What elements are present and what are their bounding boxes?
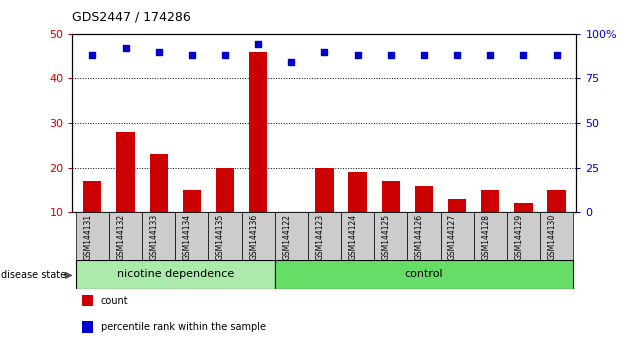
Text: GSM144127: GSM144127 bbox=[448, 214, 457, 260]
Bar bbox=[209, 212, 241, 260]
Point bbox=[286, 59, 296, 65]
Bar bbox=[374, 212, 408, 260]
Bar bbox=[76, 260, 275, 289]
Bar bbox=[540, 212, 573, 260]
Text: control: control bbox=[404, 269, 444, 279]
Point bbox=[186, 52, 197, 58]
Bar bbox=[316, 168, 333, 212]
Text: GDS2447 / 174286: GDS2447 / 174286 bbox=[72, 10, 191, 23]
Bar bbox=[547, 190, 566, 212]
Text: GSM144133: GSM144133 bbox=[150, 214, 159, 260]
Bar bbox=[249, 51, 267, 212]
Bar bbox=[175, 212, 209, 260]
Bar bbox=[117, 132, 135, 212]
Point bbox=[154, 48, 164, 54]
Bar bbox=[481, 190, 500, 212]
Bar bbox=[507, 212, 540, 260]
Bar bbox=[142, 212, 175, 260]
Bar bbox=[76, 212, 109, 260]
Text: GSM144131: GSM144131 bbox=[83, 214, 93, 260]
Text: GSM144126: GSM144126 bbox=[415, 214, 424, 260]
Bar bbox=[216, 168, 234, 212]
Bar bbox=[474, 212, 507, 260]
Point bbox=[419, 52, 429, 58]
Point bbox=[485, 52, 495, 58]
Bar bbox=[149, 154, 168, 212]
Bar bbox=[448, 199, 466, 212]
Text: GSM144134: GSM144134 bbox=[183, 214, 192, 260]
Point bbox=[551, 52, 561, 58]
Bar bbox=[440, 212, 474, 260]
Text: percentile rank within the sample: percentile rank within the sample bbox=[101, 322, 266, 332]
Text: GSM144128: GSM144128 bbox=[481, 214, 490, 260]
Bar bbox=[241, 212, 275, 260]
Text: GSM144130: GSM144130 bbox=[547, 214, 556, 260]
Bar bbox=[341, 212, 374, 260]
Point bbox=[120, 45, 130, 51]
Text: GSM144123: GSM144123 bbox=[316, 214, 324, 260]
Text: nicotine dependence: nicotine dependence bbox=[117, 269, 234, 279]
Text: GSM144125: GSM144125 bbox=[382, 214, 391, 260]
Point bbox=[386, 52, 396, 58]
Bar bbox=[514, 204, 532, 212]
Bar bbox=[408, 212, 440, 260]
Bar bbox=[183, 190, 201, 212]
Bar bbox=[109, 212, 142, 260]
Bar bbox=[275, 260, 573, 289]
Text: GSM144135: GSM144135 bbox=[216, 214, 225, 260]
Text: GSM144122: GSM144122 bbox=[282, 214, 291, 260]
Text: GSM144129: GSM144129 bbox=[515, 214, 524, 260]
Point bbox=[353, 52, 363, 58]
Point bbox=[220, 52, 230, 58]
Point bbox=[88, 52, 98, 58]
Point bbox=[452, 52, 462, 58]
Point bbox=[518, 52, 529, 58]
Text: GSM144132: GSM144132 bbox=[117, 214, 125, 260]
Bar bbox=[308, 212, 341, 260]
Bar bbox=[415, 185, 433, 212]
Point bbox=[253, 41, 263, 47]
Bar bbox=[382, 181, 400, 212]
Bar bbox=[275, 212, 308, 260]
Text: GSM144124: GSM144124 bbox=[348, 214, 358, 260]
Point bbox=[319, 48, 329, 54]
Bar bbox=[83, 181, 101, 212]
Text: disease state: disease state bbox=[1, 270, 66, 280]
Bar bbox=[348, 172, 367, 212]
Text: count: count bbox=[101, 296, 129, 306]
Text: GSM144136: GSM144136 bbox=[249, 214, 258, 260]
